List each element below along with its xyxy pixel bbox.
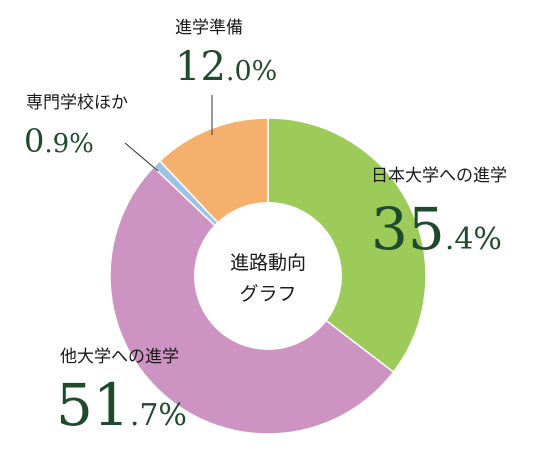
slice-value-tadaigaku: 51.7%	[56, 371, 187, 439]
donut-hole	[194, 202, 342, 350]
slice-value-senmon-int: 0	[24, 122, 44, 160]
slice-value-senmon-dec: .9%	[44, 129, 94, 159]
slice-value-nihon-int: 35	[371, 195, 445, 263]
leader-line-senmon	[124, 142, 159, 172]
slice-label-tadaigaku: 他大学への進学	[60, 347, 179, 367]
center-label-line2: グラフ	[239, 283, 296, 305]
slice-value-nihon-dec: .4%	[445, 222, 502, 257]
slice-label-junbi: 進学準備	[175, 18, 243, 38]
slice-value-junbi-dec: .0%	[226, 56, 277, 87]
slice-value-nihon: 35.4%	[371, 195, 502, 263]
slice-value-senmon: 0.9%	[24, 122, 94, 160]
slice-value-tadaigaku-int: 51	[56, 371, 130, 439]
slice-value-tadaigaku-dec: .7%	[130, 398, 187, 433]
slice-value-junbi: 12.0%	[175, 44, 277, 90]
slice-label-senmon: 専門学校ほか	[26, 93, 128, 113]
center-label-line1: 進路動向	[230, 252, 306, 274]
pie-slice-nihon	[267, 117, 427, 374]
slice-value-junbi-int: 12	[175, 44, 226, 90]
slice-label-nihon: 日本大学への進学	[371, 166, 507, 186]
